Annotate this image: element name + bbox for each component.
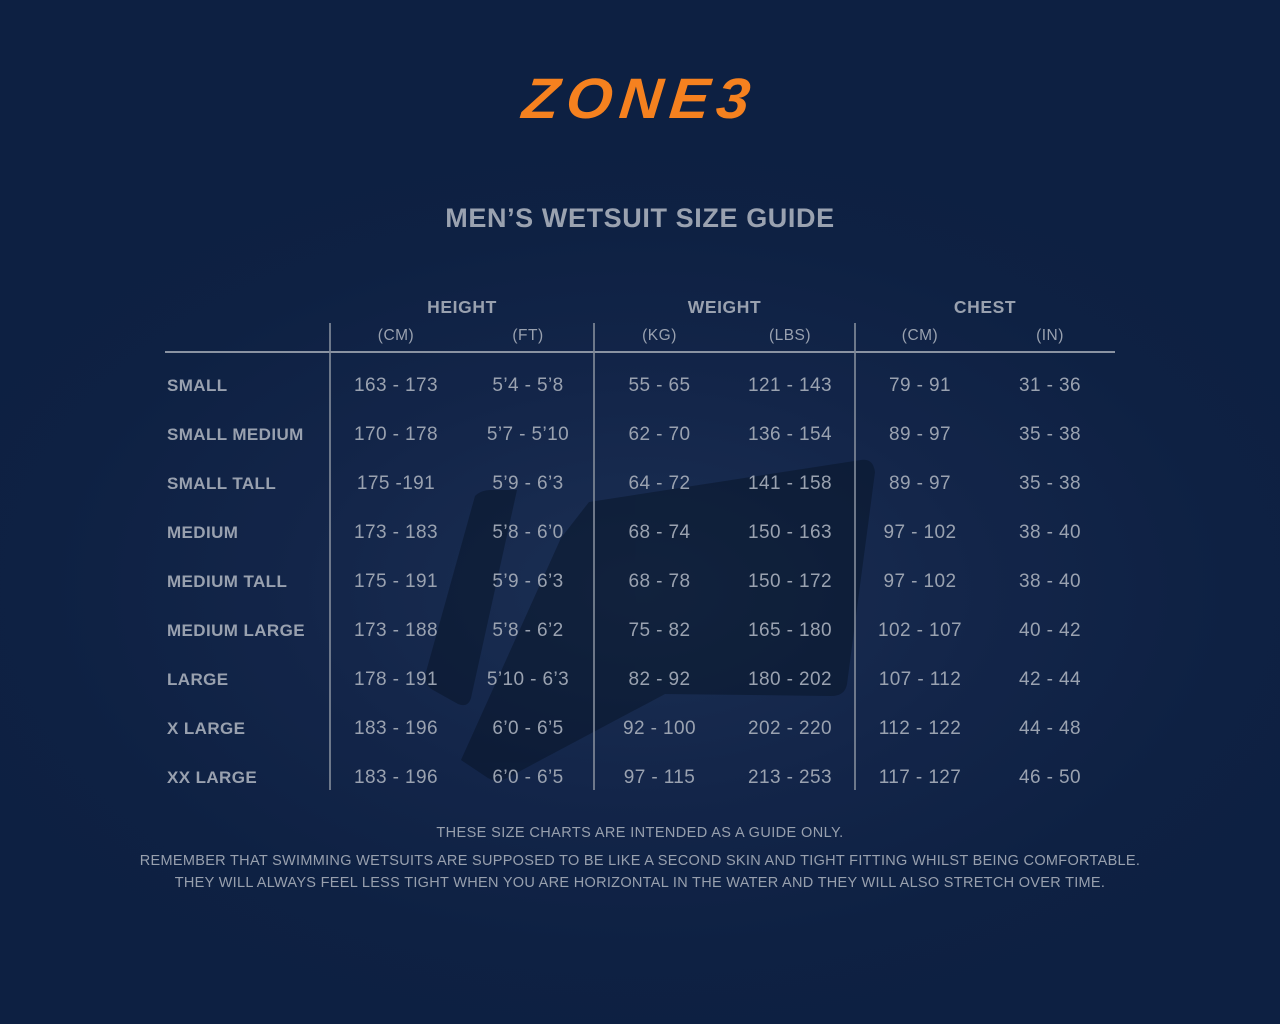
size-value-cell: 178 - 191 bbox=[354, 668, 438, 690]
size-value-cell: 46 - 50 bbox=[1019, 766, 1081, 788]
size-value-cell: 173 - 183 bbox=[354, 521, 438, 543]
column-group-height: HEIGHT bbox=[427, 296, 497, 317]
column-group-chest: CHEST bbox=[953, 296, 1017, 317]
size-value-cell: 107 - 112 bbox=[878, 668, 962, 690]
column-group-header-row: HEIGHT WEIGHT CHEST bbox=[165, 292, 1115, 322]
column-divider bbox=[329, 323, 331, 790]
units-header-row: (CM) (FT) (KG) (LBS) (CM) (IN) bbox=[165, 322, 1115, 350]
size-value-cell: 62 - 70 bbox=[628, 423, 691, 445]
unit-label-weight-kg: (KG) bbox=[642, 327, 677, 344]
size-value-cell: 6’0 - 6’5 bbox=[492, 717, 564, 739]
size-value-cell: 35 - 38 bbox=[1019, 472, 1081, 494]
unit-label-chest-cm: (CM) bbox=[901, 327, 939, 344]
size-value-cell: 5’8 - 6’2 bbox=[492, 619, 564, 641]
size-value-cell: 102 - 107 bbox=[878, 619, 962, 641]
size-value-cell: 121 - 143 bbox=[748, 374, 832, 396]
size-row-label: LARGE bbox=[167, 669, 229, 689]
size-value-cell: 92 - 100 bbox=[623, 717, 696, 739]
size-table: HEIGHT WEIGHT CHEST (CM) (FT) (KG) (LBS)… bbox=[165, 292, 1115, 802]
column-divider bbox=[854, 323, 856, 790]
size-table-rows: SMALL 163 - 173 5’4 - 5’8 55 - 65 121 - 143 7… bbox=[165, 353, 1115, 802]
footer-note-line-2: REMEMBER THAT SWIMMING WETSUITS ARE SUPP… bbox=[139, 853, 1141, 869]
size-value-cell: 136 - 154 bbox=[748, 423, 832, 445]
size-value-cell: 79 - 91 bbox=[889, 374, 951, 396]
footer-note-line-3: THEY WILL ALWAYS FEEL LESS TIGHT WHEN YO… bbox=[174, 874, 1106, 891]
size-value-cell: 5’7 - 5’10 bbox=[486, 423, 570, 445]
size-value-cell: 183 - 196 bbox=[354, 766, 438, 788]
size-value-cell: 38 - 40 bbox=[1019, 521, 1081, 543]
size-value-cell: 175 -191 bbox=[356, 472, 436, 494]
size-value-cell: 141 - 158 bbox=[748, 472, 832, 494]
size-value-cell: 35 - 38 bbox=[1019, 423, 1081, 445]
size-value-cell: 44 - 48 bbox=[1019, 717, 1081, 739]
size-value-cell: 68 - 78 bbox=[628, 570, 691, 592]
page-title: MEN’S WETSUIT SIZE GUIDE bbox=[445, 203, 835, 233]
column-group-weight: WEIGHT bbox=[687, 296, 762, 317]
size-value-cell: 175 - 191 bbox=[354, 570, 438, 592]
size-value-cell: 82 - 92 bbox=[628, 668, 691, 690]
size-row-label: SMALL bbox=[167, 375, 228, 395]
size-value-cell: 117 - 127 bbox=[878, 766, 962, 788]
size-value-cell: 68 - 74 bbox=[628, 521, 691, 543]
size-row-label: X LARGE bbox=[167, 718, 246, 738]
size-value-cell: 5’4 - 5’8 bbox=[492, 374, 564, 396]
size-value-cell: 202 - 220 bbox=[748, 717, 832, 739]
size-value-cell: 38 - 40 bbox=[1019, 570, 1081, 592]
footer-note-guide-only: THESE SIZE CHARTS ARE INTENDED AS A GUID… bbox=[436, 825, 844, 841]
size-value-cell: 180 - 202 bbox=[748, 668, 832, 690]
size-value-cell: 31 - 36 bbox=[1019, 374, 1081, 396]
size-value-cell: 5’8 - 6’0 bbox=[492, 521, 564, 543]
unit-label-height-ft: (FT) bbox=[512, 327, 544, 344]
size-value-cell: 5’9 - 6’3 bbox=[492, 570, 564, 592]
size-value-cell: 40 - 42 bbox=[1019, 619, 1081, 641]
size-value-cell: 55 - 65 bbox=[628, 374, 691, 396]
size-value-cell: 5’9 - 6’3 bbox=[492, 472, 564, 494]
size-value-cell: 112 - 122 bbox=[878, 717, 962, 739]
size-value-cell: 170 - 178 bbox=[354, 423, 438, 445]
size-value-cell: 165 - 180 bbox=[748, 619, 832, 641]
unit-label-weight-lbs: (LBS) bbox=[768, 327, 812, 344]
size-value-cell: 173 - 188 bbox=[354, 619, 438, 641]
size-value-cell: 183 - 196 bbox=[354, 717, 438, 739]
size-value-cell: 64 - 72 bbox=[628, 472, 691, 494]
size-row-label: MEDIUM LARGE bbox=[167, 620, 305, 640]
size-value-cell: 163 - 173 bbox=[354, 374, 438, 396]
size-row-label: SMALL MEDIUM bbox=[167, 424, 304, 444]
size-value-cell: 150 - 172 bbox=[748, 570, 832, 592]
zone3-logo: ZONE3 bbox=[519, 67, 761, 131]
size-value-cell: 89 - 97 bbox=[889, 423, 951, 445]
size-row-label: MEDIUM bbox=[167, 522, 239, 542]
size-value-cell: 97 - 102 bbox=[883, 521, 957, 543]
unit-label-height-cm: (CM) bbox=[377, 327, 415, 344]
size-row-label: SMALL TALL bbox=[167, 473, 277, 493]
size-value-cell: 97 - 115 bbox=[623, 766, 696, 788]
size-value-cell: 89 - 97 bbox=[889, 472, 951, 494]
footer-note-fit-advice: REMEMBER THAT SWIMMING WETSUITS ARE SUPP… bbox=[0, 851, 1280, 894]
size-value-cell: 6’0 - 6’5 bbox=[492, 766, 564, 788]
size-value-cell: 5’10 - 6’3 bbox=[486, 668, 570, 690]
size-row-label: XX LARGE bbox=[167, 767, 258, 787]
size-value-cell: 75 - 82 bbox=[628, 619, 691, 641]
size-value-cell: 42 - 44 bbox=[1019, 668, 1081, 690]
size-value-cell: 150 - 163 bbox=[748, 521, 832, 543]
unit-label-chest-in: (IN) bbox=[1036, 327, 1064, 344]
header-divider-line bbox=[165, 351, 1115, 353]
size-value-cell: 97 - 102 bbox=[883, 570, 957, 592]
column-divider bbox=[593, 323, 595, 790]
size-row-label: MEDIUM TALL bbox=[167, 571, 288, 591]
size-value-cell: 213 - 253 bbox=[748, 766, 832, 788]
